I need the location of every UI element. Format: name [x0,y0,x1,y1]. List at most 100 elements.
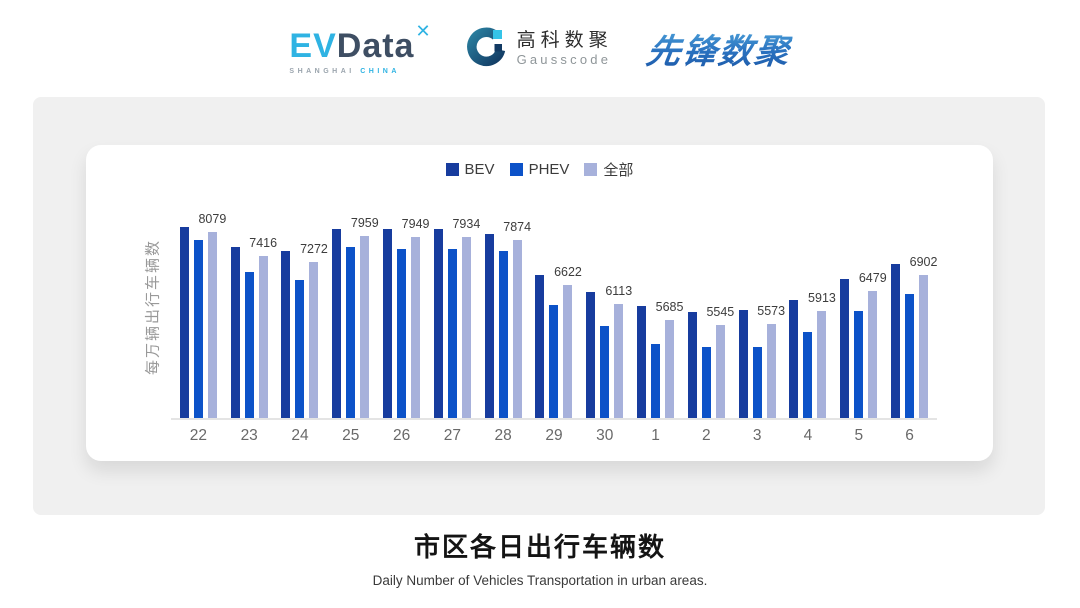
value-label: 6479 [858,270,887,285]
bar-all [563,285,573,418]
gausscode-cn-name: 高科数聚 [516,29,613,51]
value-label: 8079 [198,212,227,227]
bar-bev [789,300,799,418]
bar-all [868,290,878,418]
x-axis-tick: 4 [803,427,813,444]
bar-all [258,256,268,418]
bar-all [766,323,776,418]
y-axis-title: 每万辆出行车辆数 [144,238,162,376]
bar-bev [332,228,342,418]
bar-all [614,304,624,418]
value-label: 5573 [757,303,786,318]
bar-all [207,232,217,418]
evdata-tagline-shanghai: SHANGHAI [289,68,355,75]
chart-legend: BEV PHEV 全部 [86,159,993,180]
page-title: 市区各日出行车辆数 [413,532,666,562]
value-label: 7934 [452,217,481,232]
legend-swatch-icon [509,163,523,176]
bar-group-day-26: 7949 [376,213,430,418]
header: EVData✕ SHANGHAI CHINA 高科数聚 Gausscode 先锋… [0,0,1080,97]
x-axis-tick: 23 [240,427,258,444]
plot-area: 8079 7416 7272 7959 7949 7934 7874 6622 6113 5685… [171,212,938,420]
evdata-logo-text: EVData✕ [289,22,431,63]
bar-phev [803,331,813,418]
bar-phev [244,272,254,418]
bar-bev [535,274,545,418]
bar-all [665,319,675,418]
legend-label: PHEV [528,161,570,178]
gausscode-logo: 高科数聚 Gausscode [466,27,613,71]
evdata-logo: EVData✕ SHANGHAI CHINA [289,22,431,75]
pioneer-logo: 先锋数聚 [643,24,794,73]
legend-swatch-icon [445,163,459,176]
bar-bev [433,229,443,418]
value-label: 7272 [300,241,328,256]
legend-label: 全部 [603,162,634,179]
bar-bev [383,229,393,418]
value-label: 7949 [401,216,430,231]
value-label: 5913 [808,291,836,306]
gausscode-text: 高科数聚 Gausscode [516,29,613,67]
x-axis-line [171,418,937,420]
bar-all [512,239,522,418]
x-axis-tick: 25 [342,427,360,444]
evdata-x-icon: ✕ [415,21,432,41]
bar-group-day-1: 5685 [630,213,684,418]
x-axis-tick: 6 [905,427,914,444]
bar-bev [738,310,748,418]
x-axis-tick: 2 [702,427,711,444]
bar-group-day-22: 8079 [173,212,227,418]
gausscode-en-name: Gausscode [516,51,612,67]
bar-group-day-2: 5545 [681,213,735,418]
bar-phev [498,250,508,418]
bar-phev [600,325,610,418]
bar-all [919,275,929,418]
gausscode-g-icon [466,27,505,66]
bar-phev [905,294,915,418]
evdata-data-text: Data [336,27,415,65]
value-label: 5545 [706,304,735,319]
bar-group-day-27: 7934 [427,213,481,418]
bar-bev [687,311,697,418]
legend-swatch-icon [584,163,598,176]
bar-group-day-25: 7959 [325,213,379,418]
value-label: 6902 [909,255,938,270]
page-subtitle: Daily Number of Vehicles Transportation … [372,573,708,588]
x-axis-tick: 30 [596,427,614,444]
x-axis-tick: 5 [854,427,864,444]
bar-all [411,236,421,418]
x-axis-tick: 24 [291,427,309,444]
bar-phev [701,347,711,418]
chart-panel: BEV PHEV 全部 每万辆出行车辆数 8079 7416 7272 7959 7949 7… [33,97,1045,515]
value-label: 6113 [605,284,633,299]
bar-phev [447,249,457,418]
bar-group-day-23: 7416 [224,213,278,418]
chart-card: BEV PHEV 全部 每万辆出行车辆数 8079 7416 7272 7959 7949 7… [86,145,993,461]
value-label: 7416 [249,236,278,251]
bar-bev [586,292,596,418]
legend-label: BEV [464,161,495,178]
x-axis-tick: 28 [494,427,512,444]
bar-phev [193,240,203,418]
value-label: 5685 [655,299,684,314]
bar-phev [854,310,864,418]
bar-all [817,311,827,418]
x-axis-tick: 27 [443,427,461,444]
legend-item-all: 全部 [584,159,633,180]
bar-bev [281,250,291,418]
bar-phev [651,343,661,418]
x-axis-tick: 26 [392,427,411,444]
evdata-tagline-china: CHINA [360,68,400,75]
legend-item-bev: BEV [445,161,495,178]
bar-group-day-4: 5913 [783,213,836,418]
bar-bev [891,263,901,418]
bar-bev [230,246,240,418]
x-axis-tick: 29 [545,427,563,444]
x-axis-labels: 22 23 24 25 26 27 28 29 30 1 2 3 4 5 6 [173,427,935,445]
bar-bev [179,226,189,418]
bar-bev [840,279,850,418]
bar-phev [549,304,559,418]
bar-bev [484,233,494,418]
bar-phev [397,248,407,418]
bar-group-day-28: 7874 [478,213,531,418]
